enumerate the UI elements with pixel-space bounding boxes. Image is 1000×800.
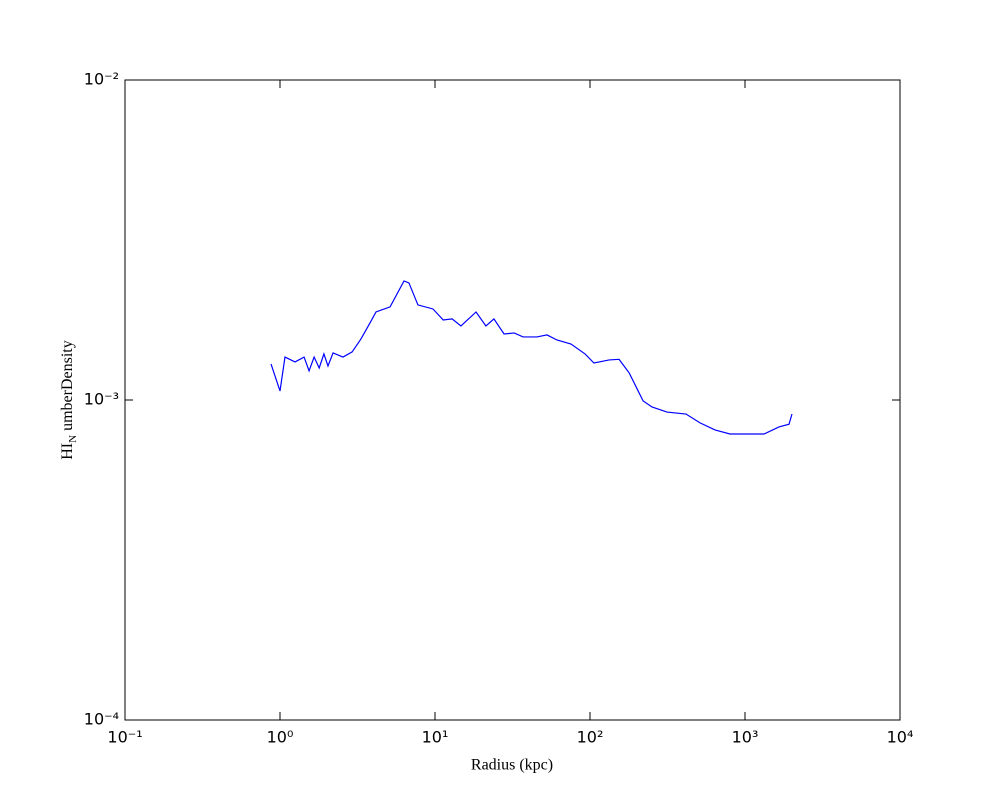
- x-tick-label: 10¹: [422, 728, 449, 747]
- x-tick-label: 10³: [732, 728, 759, 747]
- y-label-rest: umberDensity: [59, 340, 76, 431]
- data-line: [270, 280, 793, 435]
- y-tick-label: 10⁻⁴: [84, 710, 119, 729]
- x-tick-label: 10⁻¹: [107, 728, 142, 747]
- y-axis-label: HINumberDensity: [59, 340, 79, 460]
- x-tick-label: 10⁴: [887, 728, 914, 747]
- y-tick-label: 10⁻³: [84, 390, 119, 409]
- x-tick-label: 10²: [577, 728, 604, 747]
- x-axis-label: Radius (kpc): [471, 757, 553, 774]
- y-label-sub: N: [67, 435, 79, 443]
- x-tick-label: 10⁰: [267, 728, 294, 747]
- y-tick-label: 10⁻²: [84, 70, 119, 89]
- y-label-main: HI: [59, 443, 76, 460]
